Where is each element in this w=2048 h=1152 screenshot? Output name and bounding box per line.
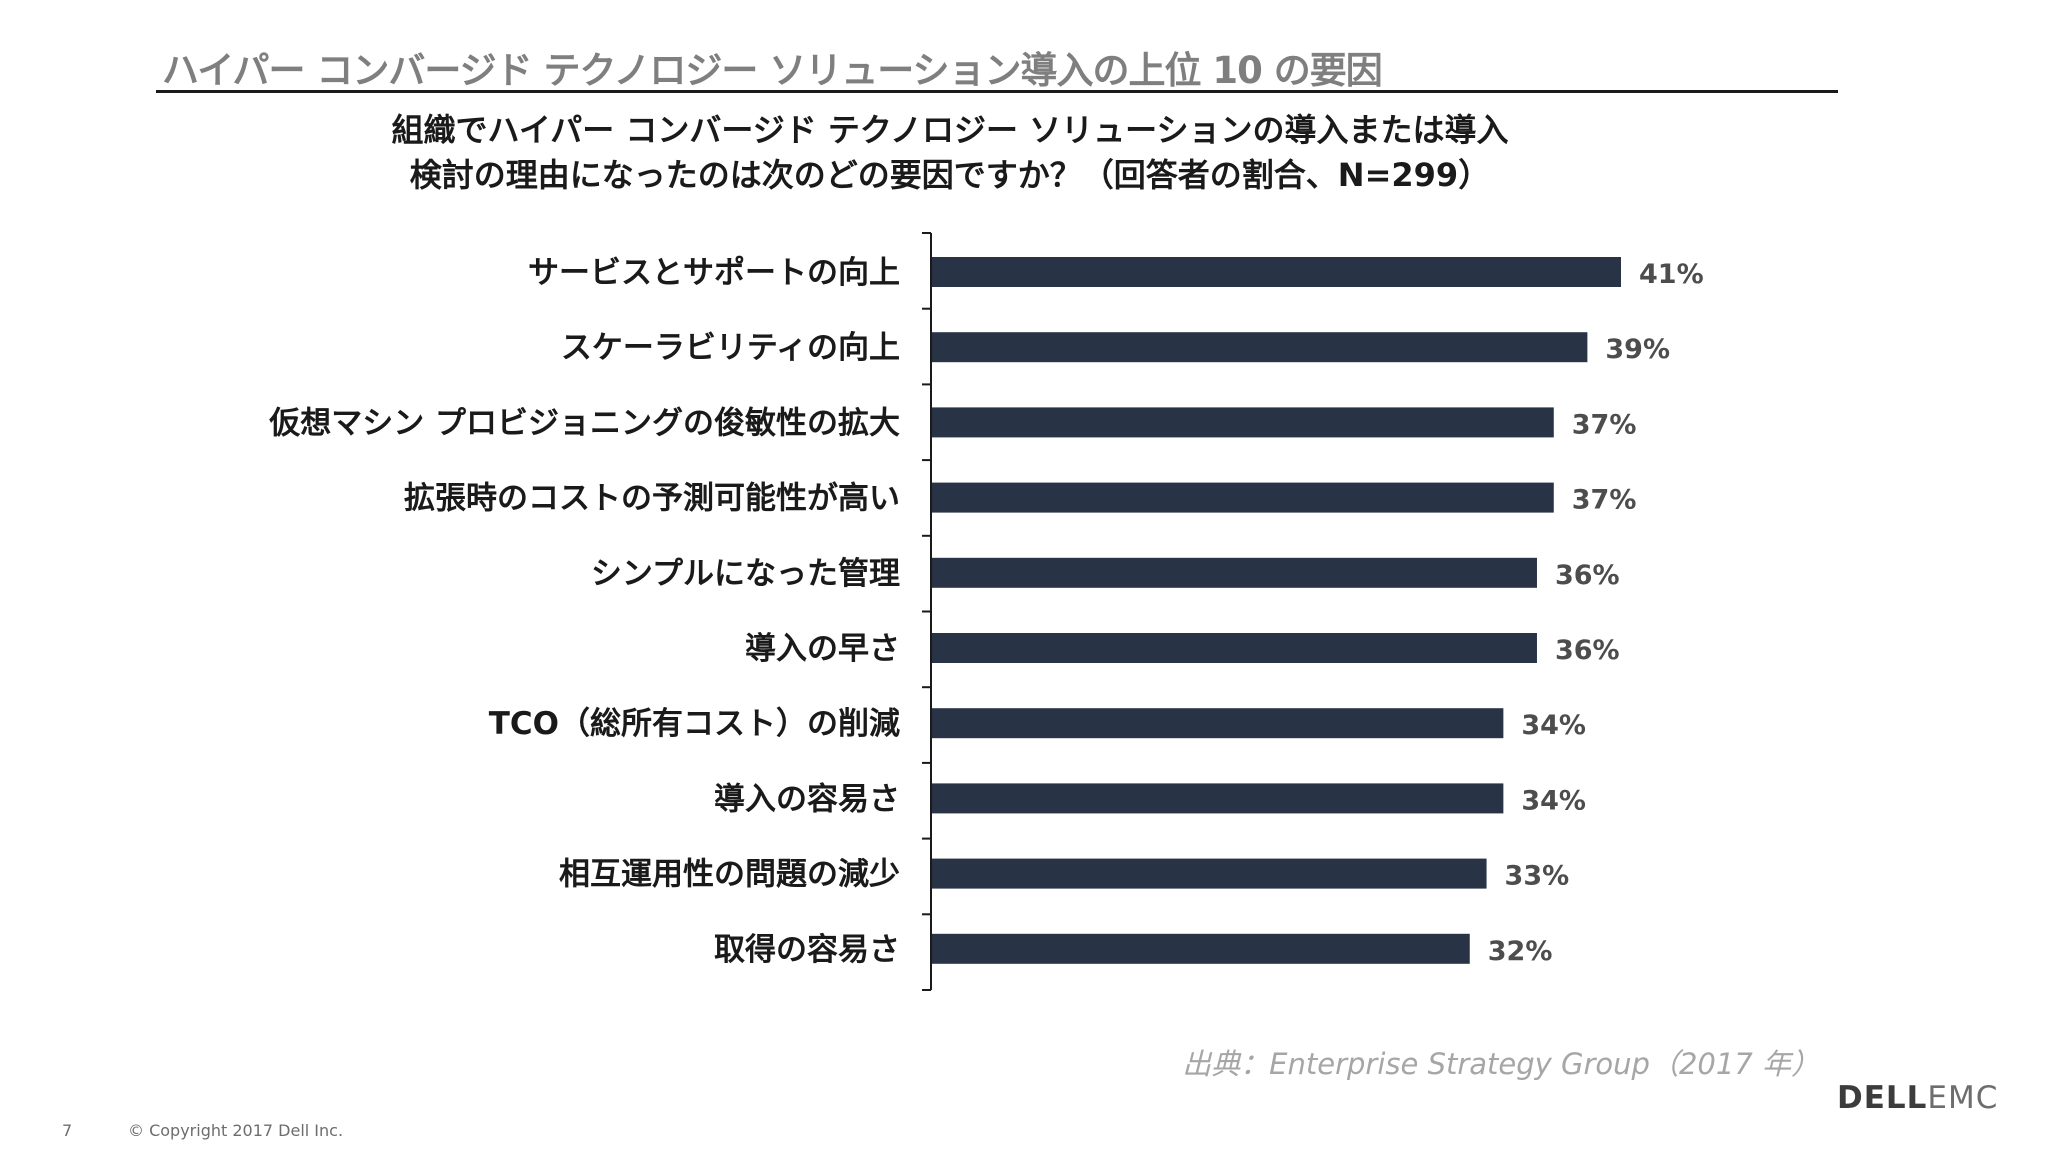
bar [932, 783, 1504, 814]
value-label: 41% [1639, 259, 1704, 290]
value-label: 36% [1555, 635, 1620, 666]
category-label: スケーラビリティの向上 [561, 330, 900, 366]
category-label: 導入の早さ [745, 631, 900, 667]
bar [932, 332, 1588, 363]
value-label: 34% [1521, 785, 1586, 816]
copyright: © Copyright 2017 Dell Inc. [128, 1121, 344, 1140]
logo-dell: DELL [1837, 1080, 1928, 1116]
category-label: 拡張時のコストの予測可能性が高い [404, 481, 900, 517]
bar [932, 633, 1537, 663]
category-label: 導入の容易さ [714, 781, 900, 817]
bar [932, 407, 1554, 438]
title-divider [156, 90, 1838, 93]
value-label: 34% [1521, 710, 1586, 741]
logo-emc: EMC [1927, 1080, 1999, 1116]
bar [932, 708, 1504, 739]
chart-marks: サービスとサポートの向上 41% スケーラビリティの向上 39% 仮想マシン プロビジョ… [268, 232, 1704, 991]
bar [932, 933, 1470, 964]
bar [932, 257, 1621, 287]
category-label: TCO（総所有コスト）の削減 [489, 706, 900, 742]
source-citation: 出典：Enterprise Strategy Group（2017 年） [1182, 1047, 1820, 1081]
value-label: 32% [1488, 936, 1553, 967]
slide-title: ハイパー コンバージド テクノロジー ソリューション導入の上位 10 の要因 [162, 49, 1383, 92]
chart-question: 組織でハイパー コンバージド テクノロジー ソリューションの導入または導入 検討… [310, 108, 1590, 198]
value-label: 36% [1555, 560, 1620, 591]
question-line-2: 検討の理由になったのは次のどの要因ですか？（回答者の割合、N=299） [409, 156, 1491, 194]
category-label: 仮想マシン プロビジョニングの俊敏性の拡大 [268, 405, 900, 441]
bar [932, 557, 1537, 588]
value-label: 37% [1572, 485, 1637, 516]
value-label: 37% [1572, 409, 1637, 440]
value-label: 33% [1505, 861, 1570, 892]
bar [932, 482, 1554, 513]
dell-emc-logo: DELLEMC [1837, 1080, 1998, 1116]
bar [932, 858, 1487, 889]
category-label: サービスとサポートの向上 [528, 255, 900, 291]
value-label: 39% [1605, 334, 1670, 365]
category-label: シンプルになった管理 [591, 556, 900, 592]
category-label: 取得の容易さ [714, 932, 900, 968]
question-line-1: 組織でハイパー コンバージド テクノロジー ソリューションの導入または導入 [391, 111, 1509, 149]
page-number: 7 [62, 1121, 73, 1140]
category-label: 相互運用性の問題の減少 [559, 857, 900, 893]
